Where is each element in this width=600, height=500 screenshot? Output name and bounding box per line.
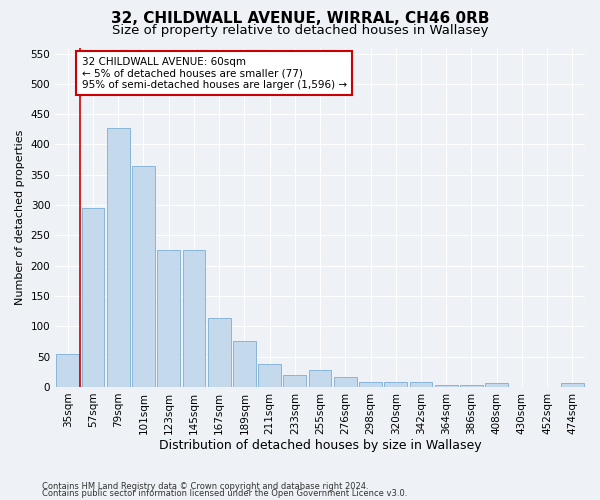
Bar <box>385 382 407 387</box>
Bar <box>107 128 130 387</box>
Bar <box>182 250 205 387</box>
Bar <box>283 375 306 387</box>
Bar <box>485 382 508 387</box>
Bar <box>309 370 331 387</box>
Text: 32, CHILDWALL AVENUE, WIRRAL, CH46 0RB: 32, CHILDWALL AVENUE, WIRRAL, CH46 0RB <box>111 11 489 26</box>
Bar <box>561 384 584 387</box>
Bar <box>56 354 79 387</box>
Bar <box>157 250 180 387</box>
Bar <box>460 384 483 387</box>
X-axis label: Distribution of detached houses by size in Wallasey: Distribution of detached houses by size … <box>159 440 481 452</box>
Text: Size of property relative to detached houses in Wallasey: Size of property relative to detached ho… <box>112 24 488 37</box>
Bar <box>410 382 433 387</box>
Bar <box>334 376 356 387</box>
Bar <box>258 364 281 387</box>
Bar <box>233 342 256 387</box>
Text: 32 CHILDWALL AVENUE: 60sqm
← 5% of detached houses are smaller (77)
95% of semi-: 32 CHILDWALL AVENUE: 60sqm ← 5% of detac… <box>82 56 347 90</box>
Bar <box>208 318 230 387</box>
Bar <box>82 208 104 387</box>
Text: Contains public sector information licensed under the Open Government Licence v3: Contains public sector information licen… <box>42 490 407 498</box>
Bar <box>435 384 458 387</box>
Text: Contains HM Land Registry data © Crown copyright and database right 2024.: Contains HM Land Registry data © Crown c… <box>42 482 368 491</box>
Bar <box>359 382 382 387</box>
Bar <box>132 166 155 387</box>
Y-axis label: Number of detached properties: Number of detached properties <box>15 130 25 305</box>
